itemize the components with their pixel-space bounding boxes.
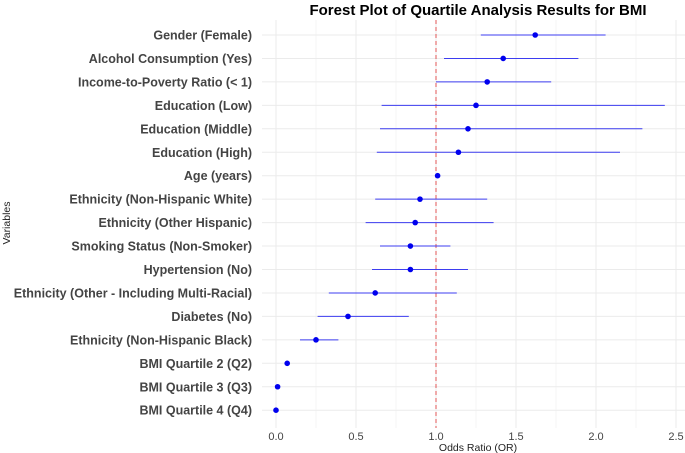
y-tick-label: Education (Low) [155, 99, 252, 113]
or-point [345, 313, 351, 320]
y-tick-label: Ethnicity (Non-Hispanic White) [69, 193, 252, 207]
or-point [484, 79, 491, 85]
or-point [407, 266, 414, 273]
chart-title: Forest Plot of Quartile Analysis Results… [309, 2, 646, 19]
or-point [434, 172, 441, 179]
odds-ratio-points [273, 32, 538, 414]
or-point [407, 243, 414, 249]
x-tick-label: 2.0 [588, 431, 603, 443]
or-point [500, 55, 507, 62]
or-point [465, 126, 471, 132]
x-tick-label: 1.5 [508, 431, 523, 443]
y-tick-label: Ethnicity (Other - Including Multi-Racia… [14, 286, 252, 300]
y-tick-label: Age (years) [184, 169, 252, 183]
x-tick-label: 0.0 [268, 431, 283, 443]
y-axis-title: Variables [1, 202, 13, 245]
x-tick-label: 1.0 [428, 431, 443, 443]
y-tick-label: Gender (Female) [153, 29, 252, 43]
y-tick-label: Hypertension (No) [144, 263, 252, 277]
or-point [532, 32, 538, 38]
confidence-intervals [276, 34, 665, 411]
x-tick-labels: 0.0 0.5 1.0 1.5 2.0 2.5 [268, 431, 683, 443]
y-tick-label: Ethnicity (Non-Hispanic Black) [70, 333, 252, 347]
grid [262, 20, 685, 428]
y-tick-label: Ethnicity (Other Hispanic) [99, 216, 253, 230]
or-point [417, 196, 423, 202]
y-tick-label: Education (High) [152, 146, 252, 160]
y-tick-labels: Gender (Female) Alcohol Consumption (Yes)… [14, 29, 252, 418]
y-tick-label: Education (Middle) [140, 122, 252, 136]
y-tick-label: Smoking Status (Non-Smoker) [71, 240, 252, 254]
or-point [372, 290, 379, 296]
y-tick-label: BMI Quartile 2 (Q2) [139, 357, 252, 371]
x-tick-label: 0.5 [348, 431, 363, 443]
x-tick-label: 2.5 [668, 431, 683, 443]
y-tick-label: Income-to-Poverty Ratio (< 1) [78, 75, 252, 89]
y-tick-label: Alcohol Consumption (Yes) [89, 52, 252, 66]
or-point [455, 149, 462, 156]
or-point [273, 407, 279, 414]
y-tick-label: Diabetes (No) [171, 310, 252, 324]
or-point [473, 102, 479, 109]
or-point [313, 337, 319, 343]
y-tick-label: BMI Quartile 4 (Q4) [139, 404, 252, 418]
or-point [412, 219, 419, 226]
or-point [274, 383, 281, 390]
or-point [284, 360, 291, 367]
y-tick-label: BMI Quartile 3 (Q3) [139, 380, 252, 394]
x-axis-title: Odds Ratio (OR) [439, 442, 517, 453]
